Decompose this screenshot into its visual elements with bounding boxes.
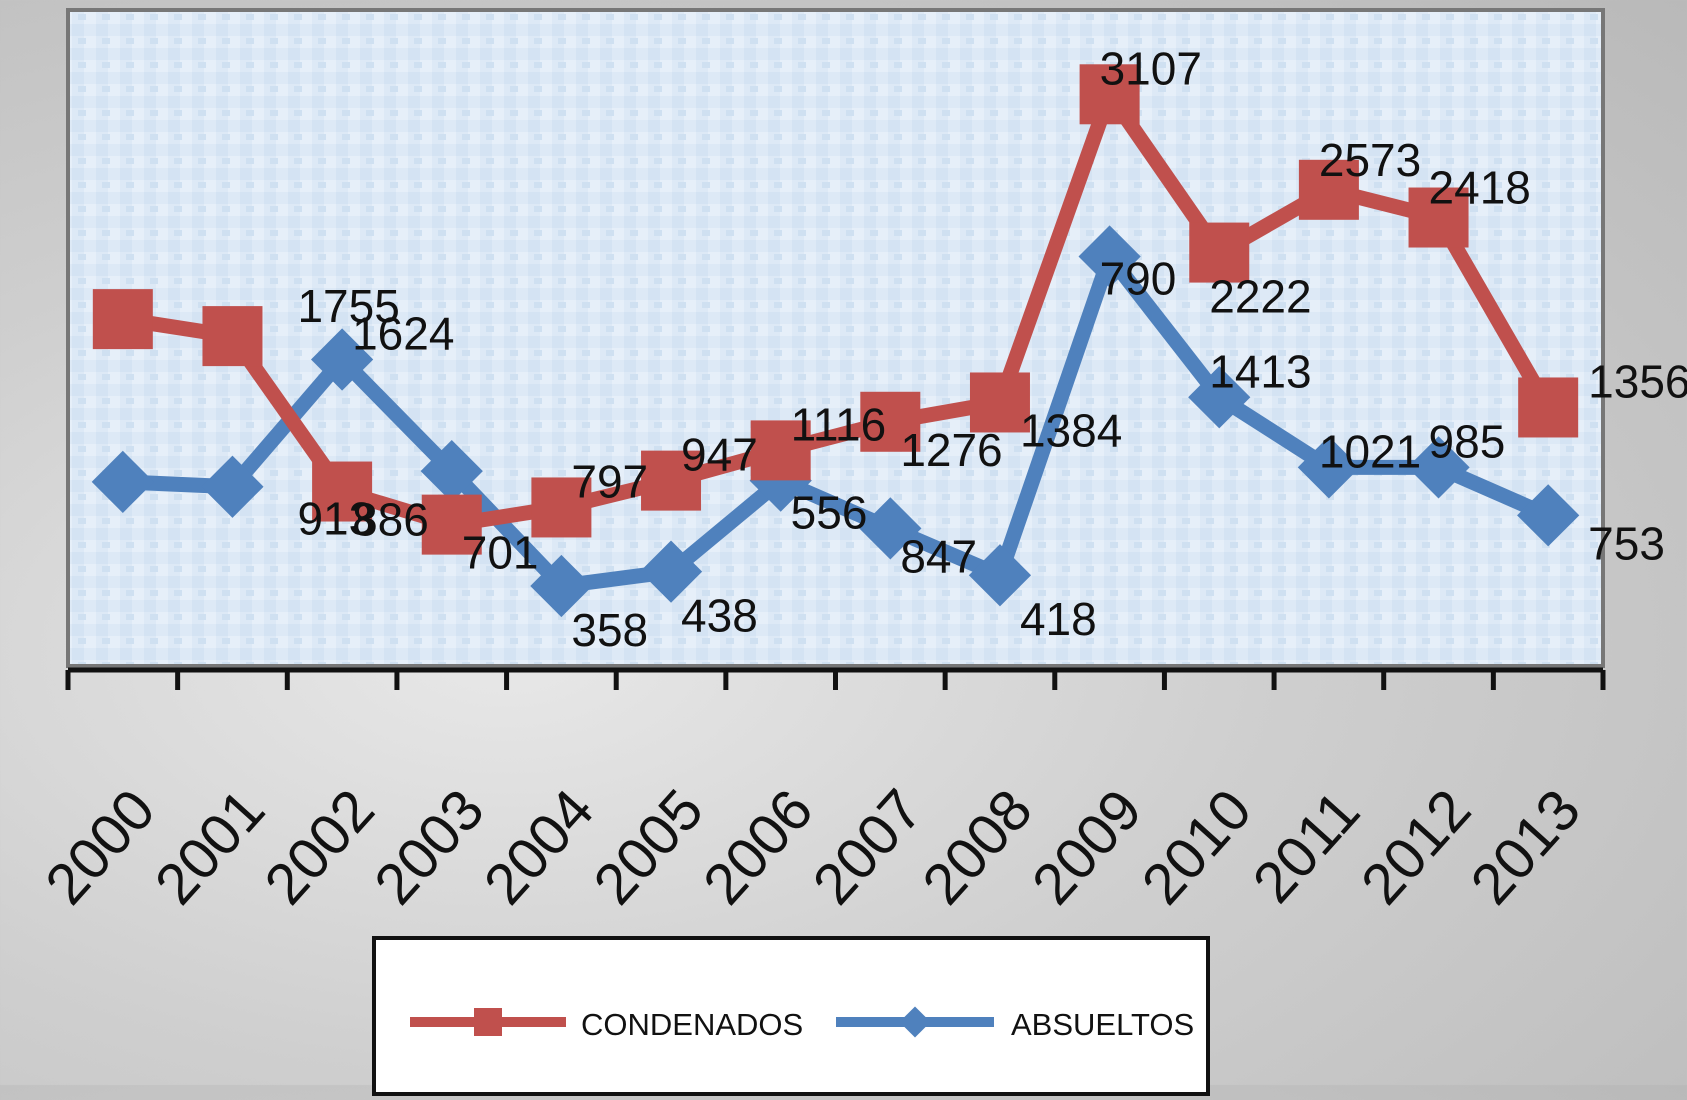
data-label: 797	[571, 455, 648, 507]
marker-condenados	[1408, 187, 1469, 248]
x-tick-label: 2010	[1129, 777, 1264, 916]
x-tick-label: 2011	[1241, 779, 1373, 915]
marker-condenados	[202, 306, 263, 367]
data-label: 1624	[352, 308, 454, 360]
marker-condenados	[1189, 222, 1250, 283]
x-tick-label: 2003	[362, 777, 497, 916]
marker-condenados	[531, 477, 592, 538]
x-axis-tick-labels: 2000200120022003200420052006200720082009…	[33, 777, 1593, 916]
data-label: 847	[900, 530, 977, 582]
data-label: 886	[352, 494, 429, 546]
x-tick-label: 2006	[691, 777, 826, 916]
marker-absueltos	[310, 328, 374, 391]
x-tick-label: 2004	[472, 777, 607, 916]
data-labels: 1755 886 701 797 947 1116 1276 1384 3107 2222 2573…	[297, 42, 1687, 656]
x-tick-label: 2000	[33, 777, 168, 916]
marker-condenados	[969, 372, 1030, 433]
data-label: 2418	[1429, 162, 1531, 214]
data-label: 358	[571, 604, 648, 656]
data-label: 3107	[1100, 42, 1202, 94]
marker-absueltos	[968, 544, 1032, 607]
data-label: 947	[681, 429, 758, 481]
x-tick-label: 2002	[252, 777, 387, 916]
legend-label-condenados: CONDENADOS	[581, 1007, 803, 1042]
data-label: 438	[681, 590, 758, 642]
marker-absueltos	[420, 440, 483, 503]
marker-absueltos	[859, 497, 922, 560]
x-tick-label: 2013	[1458, 777, 1593, 916]
legend: CONDENADOS ABSUELTOS	[372, 936, 1210, 1096]
x-tick-label: 2001	[143, 777, 278, 916]
marker-condenados	[312, 461, 373, 522]
legend-marker-absueltos	[899, 1006, 931, 1038]
data-label: 556	[791, 487, 868, 539]
data-label: 1755	[297, 280, 399, 332]
x-axis-ticks	[65, 670, 1606, 690]
marker-condenados	[860, 391, 921, 452]
marker-condenados	[1298, 159, 1359, 220]
marker-condenados	[421, 494, 482, 555]
marker-absueltos	[91, 450, 154, 513]
marker-condenados	[750, 420, 811, 481]
legend-label-absueltos: ABSUELTOS	[1011, 1007, 1194, 1042]
legend-svg: CONDENADOS ABSUELTOS	[410, 1006, 1194, 1042]
marker-condenados	[1079, 64, 1140, 125]
data-label: 985	[1429, 415, 1506, 467]
marker-absueltos	[201, 455, 264, 518]
data-label: 1116	[791, 398, 887, 450]
data-label: 2222	[1209, 271, 1311, 323]
data-label: 418	[1020, 593, 1097, 645]
data-label: 753	[1588, 517, 1665, 569]
data-label: 913	[297, 493, 374, 545]
legend-marker-condenados	[474, 1008, 502, 1036]
x-tick-label: 2012	[1349, 777, 1484, 916]
data-label: 1384	[1020, 404, 1122, 456]
x-tick-label: 2007	[801, 777, 936, 916]
data-label: 1021	[1319, 425, 1421, 477]
plot-area	[66, 8, 1605, 668]
data-label: 1276	[900, 424, 1002, 476]
marker-condenados	[92, 289, 153, 350]
data-label: 790	[1100, 253, 1177, 305]
data-label: 1413	[1209, 345, 1311, 397]
marker-absueltos	[639, 540, 703, 603]
data-label: 1356	[1588, 355, 1687, 407]
marker-absueltos	[530, 554, 593, 618]
data-label: 701	[462, 527, 539, 579]
legend-item-absueltos: ABSUELTOS	[836, 1006, 1194, 1042]
x-tick-label: 2008	[910, 777, 1045, 916]
x-tick-label: 2009	[1020, 777, 1155, 916]
marker-condenados	[1518, 377, 1579, 438]
data-label: 2573	[1319, 134, 1421, 186]
legend-item-condenados: CONDENADOS	[410, 1007, 803, 1042]
marker-condenados	[641, 450, 702, 511]
x-tick-label: 2005	[581, 777, 716, 916]
